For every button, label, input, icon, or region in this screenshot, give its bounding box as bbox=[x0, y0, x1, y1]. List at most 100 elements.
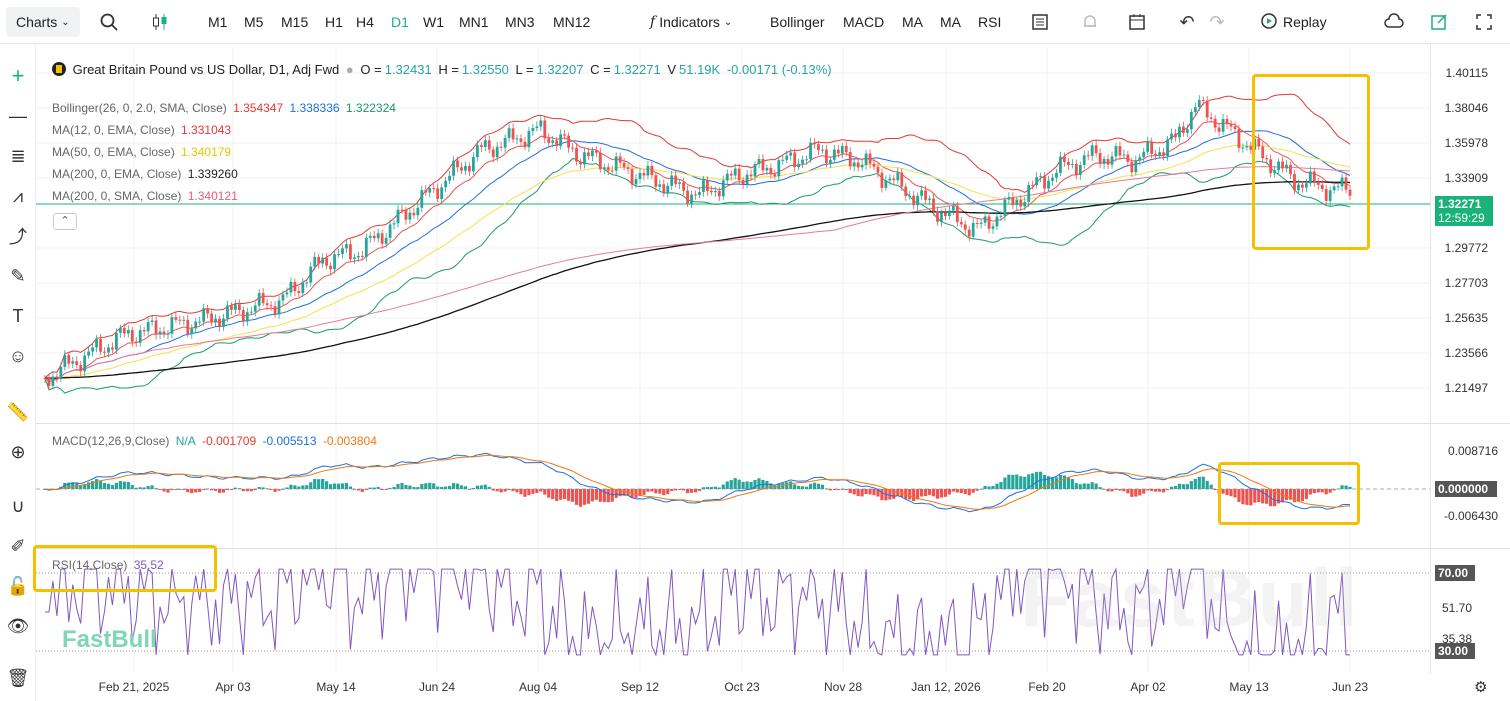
candle-body bbox=[531, 128, 535, 132]
ma1-legend[interactable]: MA(12, 0, EMA, Close) 1.331043 bbox=[52, 123, 234, 137]
candle-body bbox=[1031, 184, 1035, 186]
redo-icon[interactable]: ↷ bbox=[1209, 11, 1225, 32]
candle-body bbox=[1122, 154, 1126, 156]
charts-menu-button[interactable]: Charts ⌄ bbox=[6, 7, 80, 37]
fib-lines-icon[interactable]: ≣ bbox=[10, 145, 26, 166]
indicators-button[interactable]: f Indicators ⌄ bbox=[650, 0, 732, 44]
pattern-icon[interactable]: ⩘ bbox=[12, 185, 24, 206]
macd-histogram-bar bbox=[1094, 483, 1098, 489]
search-icon[interactable] bbox=[97, 10, 121, 34]
emoji-icon[interactable]: ☺ bbox=[8, 345, 28, 366]
text-tool-icon[interactable]: T bbox=[12, 305, 24, 326]
macd-histogram-bar bbox=[614, 489, 618, 498]
lock-drawing-icon[interactable]: ✐ bbox=[10, 535, 26, 556]
candle-body bbox=[1074, 163, 1078, 175]
candle-body bbox=[904, 186, 908, 196]
candlestick-type-icon[interactable] bbox=[148, 10, 172, 34]
ma4-legend[interactable]: MA(200, 0, SMA, Close) 1.340121 bbox=[52, 189, 241, 203]
candle-body bbox=[579, 161, 582, 165]
rsi-legend[interactable]: RSI(14,Close) 35.52 bbox=[52, 558, 167, 572]
alert-icon[interactable] bbox=[1078, 10, 1102, 34]
calendar-icon[interactable] bbox=[1125, 10, 1149, 34]
ma2-legend[interactable]: MA(50, 0, EMA, Close) 1.340179 bbox=[52, 145, 234, 159]
trend-line-icon[interactable]: — bbox=[9, 105, 27, 126]
macd-histogram-bar bbox=[190, 489, 194, 494]
undo-icon[interactable]: ↶ bbox=[1179, 11, 1195, 32]
candle-body bbox=[456, 160, 459, 168]
lock-icon[interactable]: 🔓 bbox=[6, 575, 30, 596]
bollinger-legend[interactable]: Bollinger(26, 0, 2.0, SMA, Close) 1.3543… bbox=[52, 101, 399, 115]
timeframe-mn3[interactable]: MN3 bbox=[505, 14, 535, 30]
candle-body bbox=[1197, 100, 1201, 108]
macd-histogram-bar bbox=[987, 486, 991, 489]
macd-histogram-bar bbox=[281, 488, 285, 490]
macd-histogram-bar bbox=[555, 489, 559, 502]
visibility-eye-icon[interactable]: 👁 bbox=[6, 615, 30, 636]
macd-histogram-bar bbox=[765, 481, 769, 489]
magnet-icon[interactable]: ∪ bbox=[11, 495, 25, 516]
timeframe-h1[interactable]: H1 bbox=[325, 14, 343, 30]
quick-bollinger[interactable]: Bollinger bbox=[770, 14, 825, 30]
share-icon[interactable] bbox=[1427, 10, 1451, 34]
replay-button[interactable]: Replay bbox=[1260, 0, 1327, 44]
ma3-label: MA(200, 0, EMA, Close) bbox=[52, 167, 182, 181]
macd-histogram-bar bbox=[221, 489, 226, 493]
macd-histogram-bar bbox=[352, 488, 356, 490]
candle-body bbox=[547, 138, 551, 143]
candle-body bbox=[1078, 165, 1082, 175]
brush-icon[interactable]: ✎ bbox=[10, 265, 26, 286]
macd-legend[interactable]: MACD(12,26,9,Close) N/A -0.001709 -0.005… bbox=[52, 434, 380, 448]
pane-divider[interactable] bbox=[36, 423, 1510, 424]
crosshair-icon[interactable]: + bbox=[11, 63, 25, 88]
cloud-icon[interactable] bbox=[1382, 10, 1406, 34]
ema200-line bbox=[44, 181, 1351, 379]
timeframe-mn1[interactable]: MN1 bbox=[459, 14, 489, 30]
macd-histogram-bar bbox=[396, 483, 400, 489]
macd-histogram-bar bbox=[356, 489, 360, 491]
candle-body bbox=[944, 212, 947, 217]
bollinger-lower: 1.322324 bbox=[345, 101, 396, 115]
timeframe-d1[interactable]: D1 bbox=[391, 14, 409, 30]
close-label: C = bbox=[590, 62, 611, 77]
macd-histogram-bar bbox=[733, 478, 737, 489]
macd-histogram-bar bbox=[217, 489, 222, 493]
trash-icon[interactable]: 🗑 bbox=[6, 667, 30, 688]
timeframe-m1[interactable]: M1 bbox=[208, 14, 228, 30]
candle-body bbox=[852, 162, 856, 167]
candle-body bbox=[198, 321, 202, 323]
macd-histogram-bar bbox=[1154, 489, 1158, 492]
macd-histogram-bar bbox=[297, 486, 301, 489]
timeframe-w1[interactable]: W1 bbox=[423, 14, 444, 30]
gbp-flag-icon bbox=[52, 62, 66, 76]
fullscreen-icon[interactable] bbox=[1472, 10, 1496, 34]
macd-histogram-bar bbox=[1142, 489, 1146, 494]
macd-histogram-bar bbox=[654, 489, 658, 494]
ma3-legend[interactable]: MA(200, 0, EMA, Close) 1.339260 bbox=[52, 167, 241, 181]
timeframe-m15[interactable]: M15 bbox=[281, 14, 309, 30]
quick-rsi[interactable]: RSI bbox=[978, 14, 1002, 30]
ruler-icon[interactable]: 📏 bbox=[6, 401, 30, 422]
candle-body bbox=[844, 145, 848, 153]
collapse-legend-button[interactable]: ⌃ bbox=[53, 213, 77, 230]
settings-gear-icon[interactable]: ⚙ bbox=[1474, 679, 1488, 696]
candle-body bbox=[876, 166, 880, 173]
macd-histogram-bar bbox=[360, 489, 364, 493]
macd-histogram-bar bbox=[59, 486, 63, 489]
timeframe-mn12[interactable]: MN12 bbox=[553, 14, 591, 30]
macd-histogram-bar bbox=[856, 489, 860, 497]
candle-body bbox=[210, 313, 213, 323]
quick-ma-2[interactable]: MA bbox=[940, 14, 961, 30]
zoom-in-icon[interactable]: ⊕ bbox=[10, 441, 26, 462]
timeframe-m5[interactable]: M5 bbox=[244, 14, 264, 30]
candle-body bbox=[630, 169, 634, 185]
macd-histogram-bar bbox=[848, 489, 852, 494]
quick-ma-1[interactable]: MA bbox=[902, 14, 923, 30]
quick-macd[interactable]: MACD bbox=[843, 14, 885, 30]
macd-histogram-bar bbox=[559, 489, 563, 500]
layout-icon[interactable] bbox=[1028, 10, 1052, 34]
timeframe-h4[interactable]: H4 bbox=[356, 14, 374, 30]
projection-icon[interactable]: ⤴ bbox=[9, 227, 27, 247]
macd-histogram-bar bbox=[662, 489, 666, 496]
candle-body bbox=[741, 180, 745, 184]
pane-divider[interactable] bbox=[36, 548, 1510, 549]
